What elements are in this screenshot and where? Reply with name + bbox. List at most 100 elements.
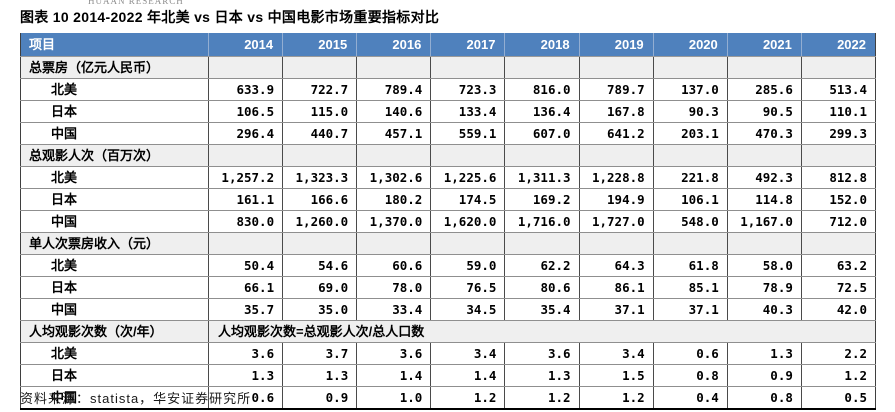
value-cell: 1,716.0: [504, 210, 580, 233]
value-cell: 3.4: [578, 342, 654, 365]
year-column-header: 2016: [356, 33, 431, 57]
value-cell: 60.6: [356, 254, 431, 277]
region-data-row: 北美 50.4 54.6 60.6 59.0 62.2 64.3 61.8 58.0 63.2: [20, 254, 876, 277]
value-cell: 513.4: [800, 78, 876, 101]
value-cell: 35.4: [504, 298, 580, 321]
region-data-row: 中国 296.4 440.7 457.1 559.1 607.0 641.2 203.1 470…: [20, 122, 876, 145]
value-cell: 1.0: [356, 386, 431, 410]
region-label-cell: 中国: [20, 298, 209, 321]
year-column-header: 2014: [207, 33, 283, 57]
value-cell: 180.2: [356, 188, 431, 211]
value-cell: 1.2: [430, 386, 505, 410]
value-cell: 115.0: [282, 100, 357, 123]
section-header-row: 人均观影次数（次/年） 人均观影次数=总观影人次/总人口数: [20, 320, 876, 343]
value-cell: 3.4: [430, 342, 505, 365]
value-cell: 0.9: [282, 386, 357, 410]
value-cell: 76.5: [430, 276, 505, 299]
section-empty-cell: [430, 144, 505, 167]
section-header-row: 总票房（亿元人民币）: [20, 56, 876, 79]
value-cell: 0.6: [207, 386, 283, 410]
value-cell: 42.0: [800, 298, 876, 321]
region-data-row: 日本 106.5 115.0 140.6 133.4 136.4 167.8 90.3 90.5…: [20, 100, 876, 123]
value-cell: 169.2: [504, 188, 580, 211]
section-empty-cell: [726, 232, 802, 255]
section-empty-cell: [652, 232, 728, 255]
value-cell: 106.1: [652, 188, 728, 211]
value-cell: 66.1: [207, 276, 283, 299]
film-market-indicators-table: 项目 2014 2015 2016 2017 2018 2019 2020 2021 2022 总…: [20, 33, 876, 410]
value-cell: 1,727.0: [578, 210, 654, 233]
section-empty-cell: [504, 56, 580, 79]
value-cell: 90.3: [652, 100, 728, 123]
value-cell: 161.1: [207, 188, 283, 211]
value-cell: 816.0: [504, 78, 580, 101]
value-cell: 457.1: [356, 122, 431, 145]
value-cell: 0.9: [726, 364, 802, 387]
section-empty-cell: [578, 56, 654, 79]
section-label-cell: 人均观影次数（次/年）: [20, 320, 209, 343]
value-cell: 0.4: [652, 386, 728, 410]
value-cell: 85.1: [652, 276, 728, 299]
value-cell: 62.2: [504, 254, 580, 277]
table-header-row: 项目 2014 2015 2016 2017 2018 2019 2020 2021 2022: [20, 33, 876, 57]
region-label-cell: 中国: [20, 122, 209, 145]
region-label-cell: 中国: [20, 386, 209, 410]
section-empty-cell: [430, 232, 505, 255]
value-cell: 299.3: [800, 122, 876, 145]
region-data-row: 北美 633.9 722.7 789.4 723.3 816.0 789.7 137.0 285…: [20, 78, 876, 101]
value-cell: 50.4: [207, 254, 283, 277]
region-data-row: 日本 1.3 1.3 1.4 1.4 1.3 1.5 0.8 0.9 1.2: [20, 364, 876, 387]
value-cell: 72.5: [800, 276, 876, 299]
section-empty-cell: [430, 56, 505, 79]
section-empty-cell: [800, 56, 876, 79]
section-empty-cell: [282, 56, 357, 79]
value-cell: 54.6: [282, 254, 357, 277]
value-cell: 1,225.6: [430, 166, 505, 189]
value-cell: 167.8: [578, 100, 654, 123]
region-data-row: 中国 35.7 35.0 33.4 34.5 35.4 37.1 37.1 40.3 42.0: [20, 298, 876, 321]
year-column-header: 2018: [504, 33, 580, 57]
value-cell: 1.4: [356, 364, 431, 387]
region-data-row: 北美 3.6 3.7 3.6 3.4 3.6 3.4 0.6 1.3 2.2: [20, 342, 876, 365]
value-cell: 723.3: [430, 78, 505, 101]
value-cell: 110.1: [800, 100, 876, 123]
value-cell: 40.3: [726, 298, 802, 321]
value-cell: 1,228.8: [578, 166, 654, 189]
section-header-row: 总观影人次（百万次）: [20, 144, 876, 167]
value-cell: 548.0: [652, 210, 728, 233]
region-data-row: 中国 830.0 1,260.0 1,370.0 1,620.0 1,716.0 1,727…: [20, 210, 876, 233]
section-empty-cell: [356, 56, 431, 79]
value-cell: 137.0: [652, 78, 728, 101]
section-empty-cell: [356, 232, 431, 255]
value-cell: 166.6: [282, 188, 357, 211]
region-data-row: 北美 1,257.2 1,323.3 1,302.6 1,225.6 1,311.3 1,2…: [20, 166, 876, 189]
value-cell: 0.6: [652, 342, 728, 365]
value-cell: 1,167.0: [726, 210, 802, 233]
value-cell: 1,370.0: [356, 210, 431, 233]
value-cell: 607.0: [504, 122, 580, 145]
value-cell: 86.1: [578, 276, 654, 299]
value-cell: 789.4: [356, 78, 431, 101]
value-cell: 78.9: [726, 276, 802, 299]
value-cell: 830.0: [207, 210, 283, 233]
huaan-research-logo: HUAAN RESEARCH: [88, 0, 184, 6]
value-cell: 3.6: [207, 342, 283, 365]
section-empty-cell: [504, 144, 580, 167]
value-cell: 559.1: [430, 122, 505, 145]
value-cell: 0.8: [726, 386, 802, 410]
value-cell: 59.0: [430, 254, 505, 277]
value-cell: 1,620.0: [430, 210, 505, 233]
section-label-cell: 总票房（亿元人民币）: [20, 56, 209, 79]
value-cell: 35.0: [282, 298, 357, 321]
value-cell: 34.5: [430, 298, 505, 321]
value-cell: 133.4: [430, 100, 505, 123]
section-empty-cell: [356, 144, 431, 167]
value-cell: 152.0: [800, 188, 876, 211]
value-cell: 440.7: [282, 122, 357, 145]
value-cell: 37.1: [652, 298, 728, 321]
section-empty-cell: [800, 144, 876, 167]
region-label-cell: 北美: [20, 78, 209, 101]
value-cell: 90.5: [726, 100, 802, 123]
year-column-header: 2022: [800, 33, 876, 57]
